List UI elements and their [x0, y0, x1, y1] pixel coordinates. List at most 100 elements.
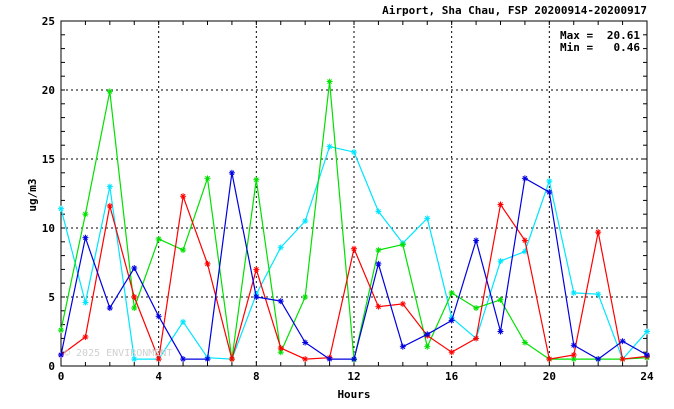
data-point — [424, 331, 431, 338]
data-point — [570, 289, 577, 296]
data-point — [253, 294, 260, 300]
data-point — [204, 260, 211, 267]
data-point — [473, 335, 480, 342]
data-point — [497, 258, 504, 265]
data-point — [131, 305, 138, 312]
data-point — [82, 334, 89, 341]
data-point — [58, 351, 64, 358]
data-point — [155, 356, 162, 363]
data-point — [277, 298, 284, 305]
watermark: © 2025 ENVIRONMENT — [64, 348, 172, 359]
data-point — [424, 343, 431, 350]
data-point — [302, 294, 309, 300]
ticks: 0 4 8 12 16 20 24 0 5 10 15 20 25 — [42, 15, 654, 383]
data-point — [82, 211, 89, 218]
data-point — [351, 356, 357, 363]
data-point — [546, 178, 553, 185]
data-point — [326, 143, 333, 150]
data-point — [106, 183, 113, 190]
data-point — [546, 189, 553, 196]
max-label: Max = — [560, 29, 593, 42]
data-point — [546, 356, 553, 363]
data-point — [204, 175, 211, 182]
data-point — [106, 88, 113, 95]
data-point — [180, 356, 187, 363]
x-axis-label: Hours — [337, 388, 370, 401]
chart-title: Airport, Sha Chau, FSP 20200914-20200917 — [382, 4, 647, 17]
data-point — [595, 229, 602, 236]
x-tick-label: 8 — [253, 370, 260, 383]
y-tick-label: 5 — [48, 291, 55, 304]
data-point — [570, 351, 577, 358]
min-label: Min = — [560, 41, 593, 54]
y-tick-label: 0 — [48, 360, 55, 373]
data-point — [644, 328, 650, 335]
x-tick-label: 12 — [347, 370, 360, 383]
data-point — [473, 305, 480, 312]
data-point — [58, 205, 64, 212]
data-point — [448, 289, 455, 296]
y-tick-label: 25 — [42, 15, 55, 28]
y-tick-label: 10 — [42, 222, 55, 235]
data-point — [570, 342, 577, 349]
data-point — [595, 291, 602, 298]
data-point — [106, 202, 113, 209]
data-point — [497, 296, 504, 303]
data-point — [253, 266, 260, 273]
data-point — [58, 327, 64, 334]
data-point — [619, 338, 626, 345]
data-point — [277, 244, 284, 251]
data-point — [155, 236, 162, 243]
data-point — [424, 215, 431, 222]
data-point — [82, 234, 89, 241]
stats-box: Max = 20.61 Min = 0.46 — [560, 29, 640, 54]
data-point — [521, 237, 528, 244]
data-point — [375, 247, 382, 254]
data-point — [375, 208, 382, 215]
data-point — [302, 218, 309, 225]
data-point — [497, 201, 504, 208]
data-point — [399, 300, 406, 307]
data-point — [326, 78, 333, 85]
data-point — [448, 349, 455, 356]
data-point — [180, 247, 187, 254]
data-point — [131, 356, 138, 363]
data-point — [277, 345, 284, 352]
data-point — [351, 149, 357, 156]
data-point — [302, 356, 309, 363]
data-point — [106, 305, 113, 312]
data-point — [497, 328, 504, 335]
data-point — [204, 356, 211, 363]
data-point — [473, 237, 480, 244]
data-point — [326, 356, 333, 363]
data-point — [351, 245, 357, 252]
data-point — [399, 241, 406, 248]
data-point — [180, 193, 187, 200]
data-point — [228, 356, 235, 363]
data-point — [595, 356, 602, 363]
series-layer — [58, 78, 650, 363]
data-point — [644, 351, 650, 358]
y-axis-label: ug/m3 — [26, 178, 39, 211]
data-point — [375, 303, 382, 310]
x-tick-label: 4 — [155, 370, 162, 383]
data-point — [180, 318, 187, 325]
data-point — [228, 169, 235, 176]
min-value: 0.46 — [614, 41, 641, 54]
data-point — [302, 339, 309, 346]
data-point — [448, 317, 455, 324]
data-point — [375, 260, 382, 267]
data-point — [131, 294, 138, 300]
y-tick-label: 20 — [42, 84, 55, 97]
max-value: 20.61 — [607, 29, 640, 42]
data-point — [521, 175, 528, 182]
data-point — [253, 176, 260, 183]
x-tick-label: 24 — [640, 370, 654, 383]
x-tick-label: 0 — [58, 370, 65, 383]
data-point — [619, 356, 626, 363]
x-tick-label: 20 — [543, 370, 556, 383]
y-tick-label: 15 — [42, 153, 55, 166]
data-point — [131, 265, 138, 272]
data-point — [155, 313, 162, 320]
